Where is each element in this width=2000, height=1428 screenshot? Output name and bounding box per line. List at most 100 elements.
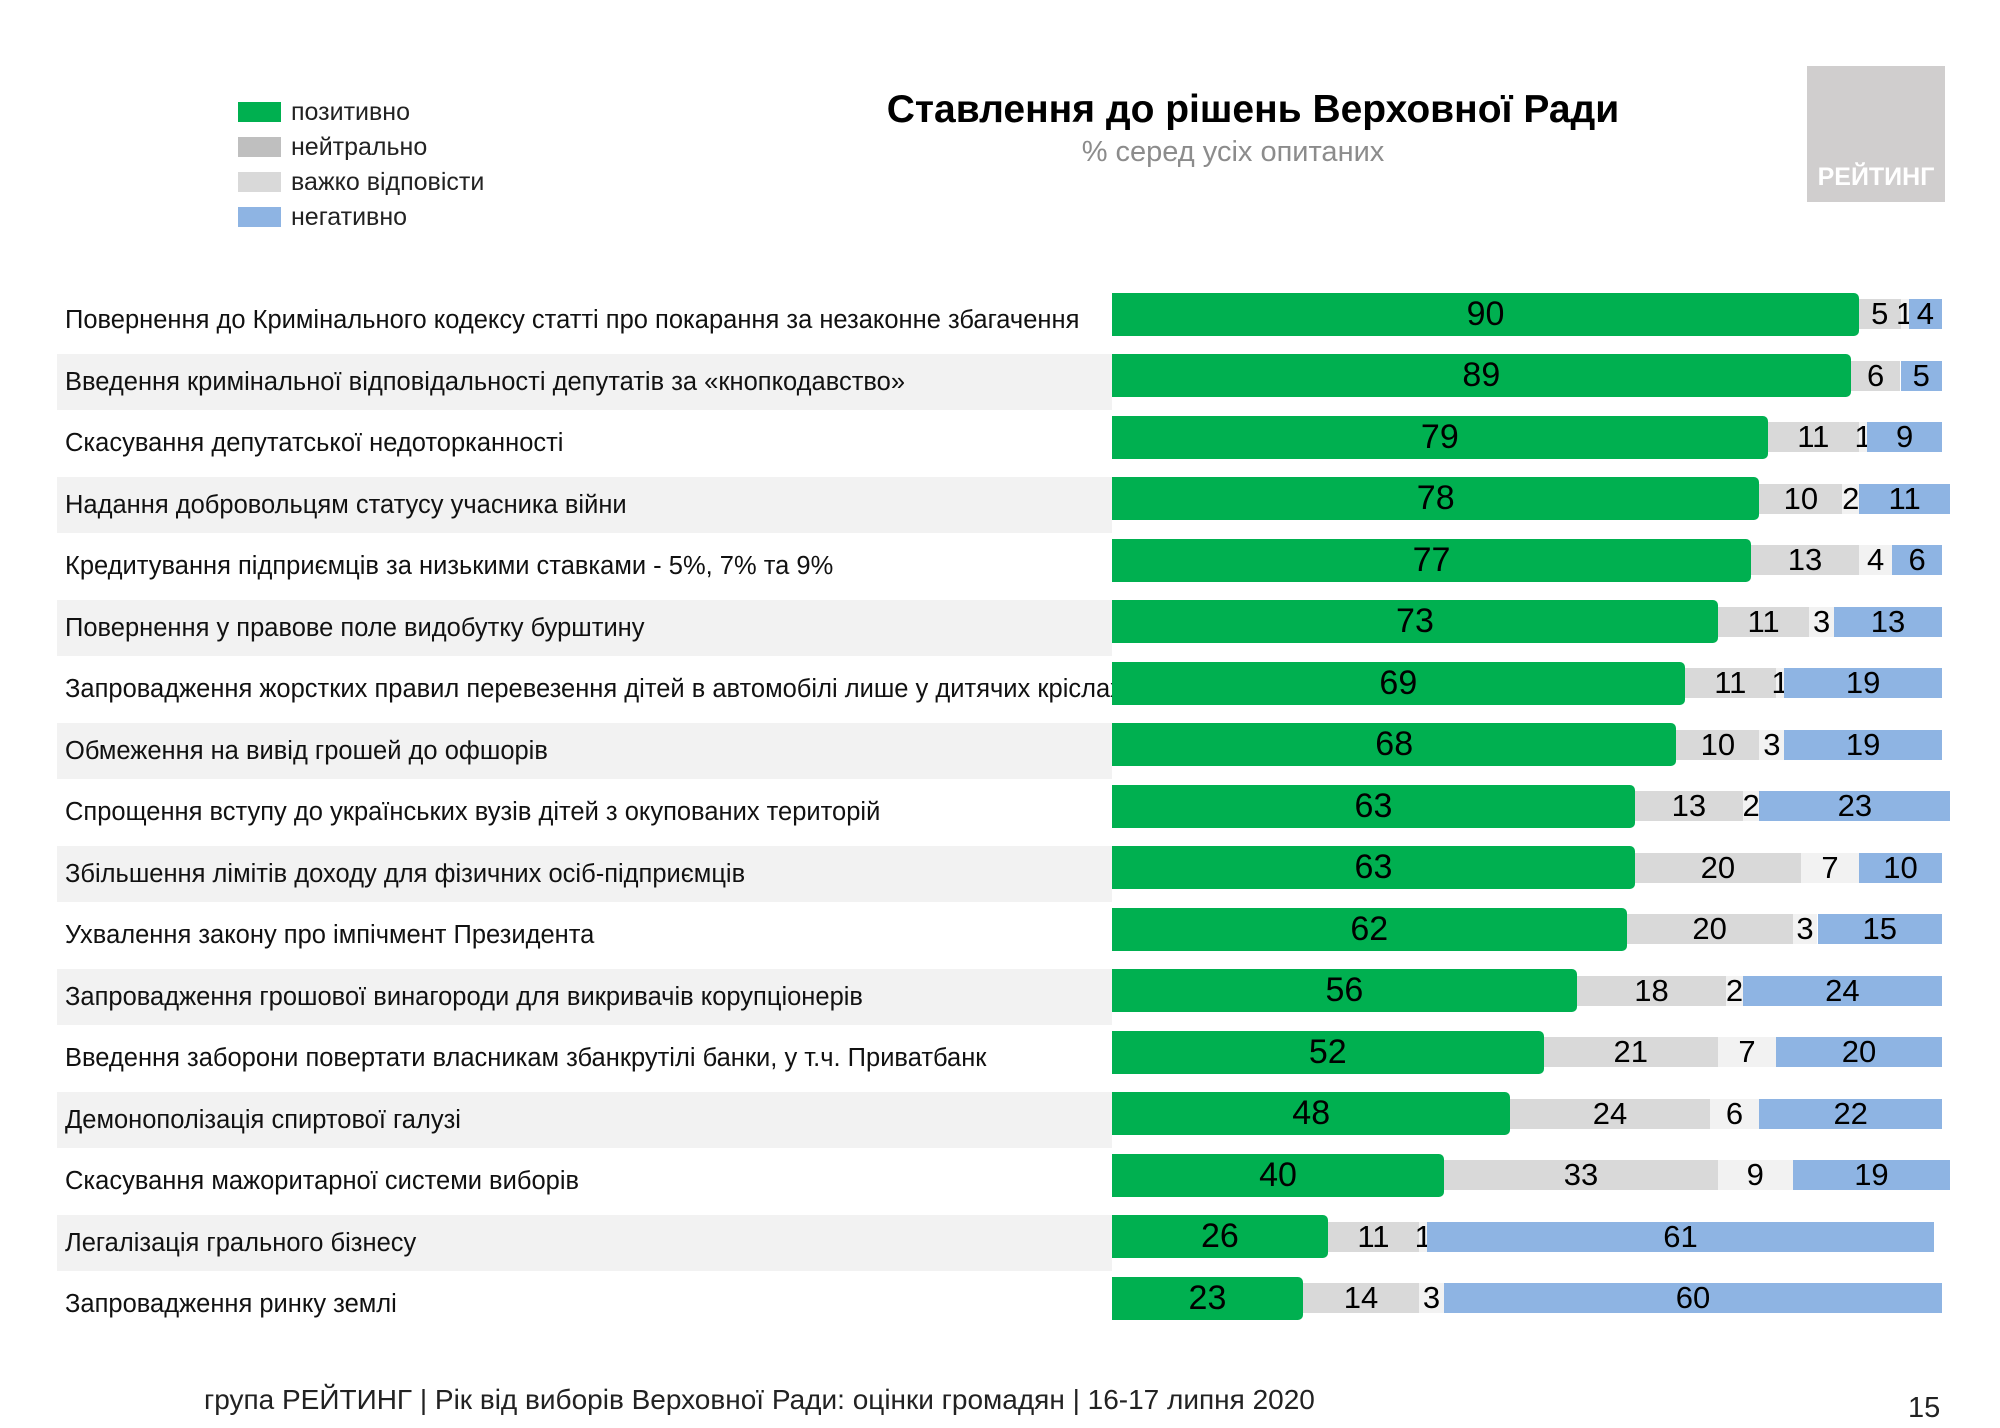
bar-segment-hard-to-say: 3: [1419, 1280, 1444, 1315]
bar-segment-positive: 62: [1112, 907, 1627, 951]
legend-swatch: [238, 137, 281, 157]
data-label: 3: [1422, 1280, 1441, 1315]
legend-label: позитивно: [291, 98, 410, 126]
bar-segment-negative: 60: [1444, 1280, 1942, 1315]
data-label: 5: [1912, 357, 1930, 393]
chart-subtitle: % серед усіх опитаних: [1081, 136, 1385, 168]
data-label: 4: [1916, 296, 1935, 331]
bar-segment-neutral: 20: [1626, 911, 1793, 946]
data-label: 20: [1700, 849, 1736, 885]
category-label: Ухвалення закону про імпічмент Президент…: [65, 921, 595, 949]
bar-segment-hard-to-say: 2: [1842, 480, 1860, 516]
bar-segment-negative: 61: [1427, 1218, 1934, 1254]
bar-segment-neutral: 13: [1751, 542, 1859, 577]
data-label: 40: [1259, 1155, 1297, 1194]
data-label: 77: [1412, 540, 1451, 579]
data-label: 20: [1841, 1034, 1877, 1069]
bar-segment-hard-to-say: 2: [1742, 788, 1759, 823]
data-label: 60: [1675, 1280, 1711, 1315]
data-label: 79: [1420, 417, 1459, 456]
bar-segment-positive: 78: [1112, 477, 1760, 520]
row-background: [57, 353, 1112, 410]
logo-text: РЕЙТИНГ: [1817, 163, 1935, 191]
data-label: 6: [1725, 1095, 1744, 1131]
data-label: 11: [1714, 665, 1747, 700]
data-label: 9: [1896, 419, 1914, 454]
data-label: 89: [1462, 356, 1501, 394]
data-label: 13: [1671, 788, 1707, 823]
bar-segment-neutral: 11: [1684, 665, 1776, 700]
data-label: 3: [1813, 603, 1831, 639]
bar-segment-hard-to-say: 3: [1759, 726, 1785, 762]
row-background: [57, 1214, 1112, 1271]
category-label: Запровадження жорстких правил перевезенн…: [65, 675, 1123, 703]
data-label: 6: [1866, 357, 1885, 393]
data-label: 63: [1354, 786, 1393, 825]
bar-segment-positive: 63: [1112, 784, 1635, 828]
data-label: 78: [1416, 479, 1455, 517]
bar-segment-positive: 90: [1112, 292, 1859, 336]
data-label: 5: [1871, 296, 1889, 331]
data-label: 11: [1888, 480, 1921, 516]
bar-segment-positive: 56: [1112, 969, 1577, 1012]
bar-segment-positive: 89: [1112, 354, 1851, 397]
bar-segment-hard-to-say: 9: [1717, 1157, 1793, 1192]
bar-segment-negative: 24: [1742, 973, 1942, 1008]
data-label: 21: [1613, 1034, 1648, 1069]
data-label: 62: [1350, 909, 1389, 948]
data-label: 2: [1842, 480, 1860, 516]
bar-segment-neutral: 10: [1676, 727, 1760, 762]
bar-segment-negative: 19: [1792, 1157, 1951, 1192]
bar-segment-positive: 23: [1112, 1276, 1303, 1320]
data-label: 3: [1763, 726, 1781, 762]
row-background: [57, 476, 1112, 533]
category-label: Кредитування підприємців за низькими ста…: [65, 552, 834, 580]
bar-segment-hard-to-say: 7: [1800, 849, 1859, 885]
data-label: 2: [1725, 972, 1744, 1008]
category-label: Введення заборони повертати власникам зб…: [65, 1044, 987, 1072]
data-label: 13: [1870, 603, 1906, 639]
data-label: 7: [1821, 849, 1839, 885]
data-label: 63: [1354, 848, 1393, 886]
data-label: 11: [1357, 1218, 1390, 1254]
data-label: 4: [1866, 542, 1885, 577]
rating-logo: РЕЙТИНГ: [1807, 66, 1945, 202]
category-label: Обмеження на вивід грошей до офшорів: [65, 736, 548, 765]
data-label: 10: [1883, 849, 1918, 885]
legend-swatch: [238, 207, 281, 227]
category-label: Повернення у правове поле видобутку бурш…: [65, 613, 645, 642]
category-label: Введення кримінальної відповідальності д…: [65, 367, 906, 396]
data-label: 19: [1845, 726, 1881, 762]
legend-swatch: [238, 102, 281, 122]
data-label: 3: [1796, 911, 1814, 946]
data-label: 11: [1747, 603, 1780, 639]
data-label: 61: [1663, 1218, 1698, 1254]
bar-segment-positive: 68: [1112, 723, 1677, 766]
data-label: 68: [1375, 725, 1414, 763]
data-label: 22: [1833, 1095, 1868, 1131]
data-label: 6: [1908, 542, 1926, 577]
category-label: Запровадження ринку землі: [65, 1290, 397, 1318]
bar-segment-neutral: 33: [1444, 1157, 1718, 1192]
row-background: [57, 845, 1112, 902]
category-label: Збільшення лімітів доходу для фізичних о…: [65, 859, 746, 888]
legend-label: важко відповісти: [291, 168, 485, 196]
bar-segment-hard-to-say: 3: [1792, 911, 1818, 946]
bar-segment-negative: 4: [1908, 296, 1942, 331]
bar-segment-hard-to-say: 1: [1415, 1219, 1432, 1254]
chart-title: Ставлення до рішень Верховної Ради: [886, 88, 1620, 131]
bar-segment-positive: 73: [1112, 600, 1718, 643]
bar-segment-hard-to-say: 4: [1859, 542, 1893, 577]
data-label: 73: [1396, 602, 1434, 640]
bar-segment-hard-to-say: 2: [1725, 972, 1744, 1008]
bar-segment-neutral: 24: [1510, 1096, 1710, 1131]
bar-segment-negative: 19: [1784, 665, 1942, 700]
bar-segment-negative: 15: [1817, 911, 1942, 946]
bar-segment-neutral: 6: [1850, 357, 1901, 393]
data-label: 14: [1343, 1280, 1379, 1315]
bar-segment-negative: 22: [1759, 1095, 1942, 1131]
legend-swatch: [238, 172, 281, 192]
data-label: 9: [1746, 1157, 1764, 1192]
data-label: 13: [1787, 542, 1823, 577]
category-label: Легалізація грального бізнесу: [65, 1228, 417, 1257]
